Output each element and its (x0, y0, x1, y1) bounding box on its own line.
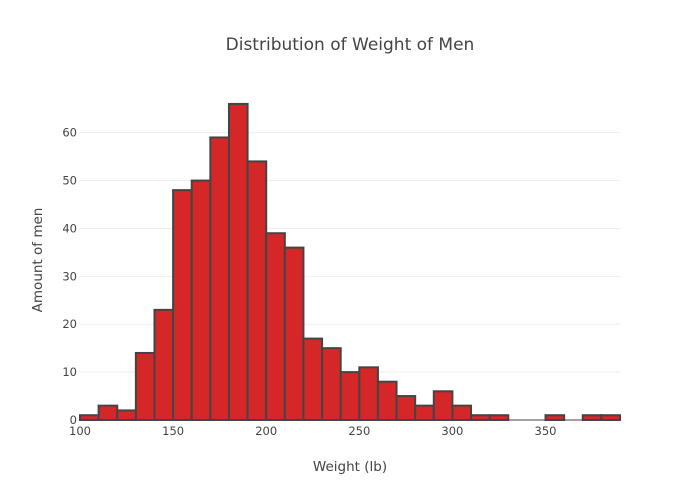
y-tick-label: 60 (62, 126, 77, 140)
x-tick-label: 350 (535, 424, 557, 438)
histogram-bar (339, 371, 361, 421)
y-tick-label: 50 (62, 174, 77, 188)
histogram-bar (97, 404, 119, 421)
histogram-bar (414, 404, 435, 421)
histogram-bar (432, 390, 454, 422)
histogram-bar (600, 414, 622, 422)
y-tick-label: 30 (62, 269, 77, 283)
y-tick-label: 20 (62, 317, 77, 331)
x-tick-label: 250 (348, 424, 370, 438)
histogram-bar (134, 351, 156, 421)
x-axis-title: Weight (lb) (313, 459, 387, 475)
x-tick-label: 100 (69, 424, 91, 438)
histogram-bar (581, 414, 603, 422)
histogram-bar (470, 414, 491, 422)
histogram-bar (376, 380, 398, 422)
histogram-bar (321, 347, 342, 421)
histogram-bar (544, 414, 566, 422)
y-tick-label: 40 (62, 221, 77, 235)
histogram-bar (190, 179, 212, 421)
y-tick-labels: 0 10 20 30 40 50 60 (62, 126, 77, 427)
histogram-bar (283, 246, 305, 421)
histogram-bar (172, 189, 193, 421)
x-tick-label: 150 (162, 424, 184, 438)
histogram-bar (227, 102, 249, 421)
histogram-bar (153, 308, 175, 422)
chart-title: Distribution of Weight of Men (226, 35, 475, 55)
histogram-bar (395, 395, 417, 421)
histogram-bar (265, 232, 286, 421)
x-tick-labels: 100 150 200 250 300 350 (69, 424, 556, 438)
histogram-bar (488, 414, 510, 422)
histogram-bar (302, 337, 324, 421)
histogram-bar (116, 409, 137, 422)
histogram-bars (79, 102, 622, 422)
histogram-bar (209, 136, 230, 421)
histogram-bar (358, 366, 379, 421)
x-tick-label: 300 (441, 424, 463, 438)
histogram-bar (451, 404, 473, 421)
y-axis-title: Amount of men (30, 208, 46, 313)
histogram-bar (246, 160, 268, 421)
y-tick-label: 10 (62, 365, 77, 379)
histogram-bar (79, 414, 100, 422)
y-tick-label: 0 (70, 413, 77, 427)
x-tick-label: 200 (255, 424, 277, 438)
